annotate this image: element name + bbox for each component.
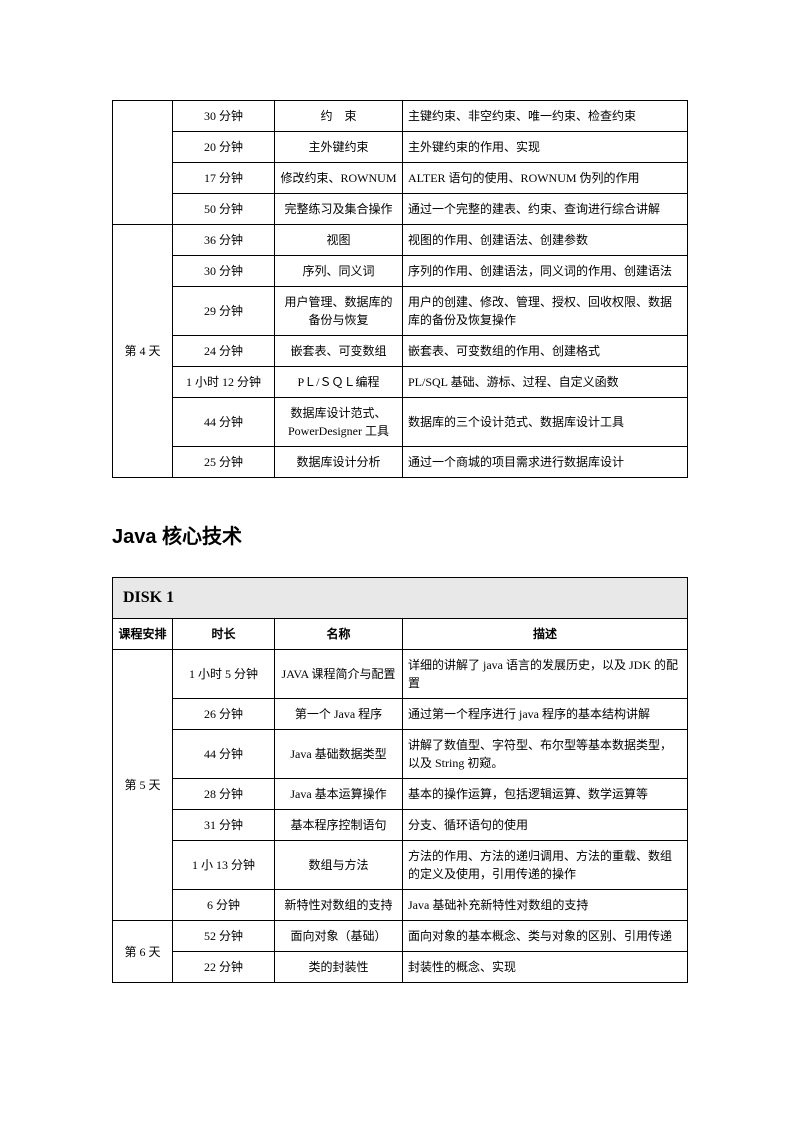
day-cell: 第 6 天 [113, 921, 173, 983]
duration-cell: 44 分钟 [173, 730, 275, 779]
name-cell: 面向对象（基础） [275, 921, 403, 952]
header-duration: 时长 [173, 619, 275, 650]
duration-cell: 17 分钟 [173, 163, 275, 194]
header-schedule: 课程安排 [113, 619, 173, 650]
table-row: 20 分钟 主外键约束 主外键约束的作用、实现 [113, 132, 688, 163]
table-row: 1 小时 12 分钟 PＬ/ＳＱＬ编程 PL/SQL 基础、游标、过程、自定义函… [113, 367, 688, 398]
desc-cell: 嵌套表、可变数组的作用、创建格式 [403, 336, 688, 367]
duration-cell: 28 分钟 [173, 779, 275, 810]
desc-cell: 视图的作用、创建语法、创建参数 [403, 225, 688, 256]
name-cell: 视图 [275, 225, 403, 256]
desc-cell: 用户的创建、修改、管理、授权、回收权限、数据库的备份及恢复操作 [403, 287, 688, 336]
desc-cell: 通过第一个程序进行 java 程序的基本结构讲解 [403, 699, 688, 730]
duration-cell: 25 分钟 [173, 447, 275, 478]
table-row: 1 小 13 分钟 数组与方法 方法的作用、方法的递归调用、方法的重载、数组的定… [113, 841, 688, 890]
name-cell: 第一个 Java 程序 [275, 699, 403, 730]
desc-cell: 通过一个商城的项目需求进行数据库设计 [403, 447, 688, 478]
duration-cell: 30 分钟 [173, 256, 275, 287]
table-row: 第 5 天 1 小时 5 分钟 JAVA 课程简介与配置 详细的讲解了 java… [113, 650, 688, 699]
name-cell: 基本程序控制语句 [275, 810, 403, 841]
desc-cell: 封装性的概念、实现 [403, 952, 688, 983]
desc-cell: Java 基础补充新特性对数组的支持 [403, 890, 688, 921]
table-row: 26 分钟 第一个 Java 程序 通过第一个程序进行 java 程序的基本结构… [113, 699, 688, 730]
duration-cell: 20 分钟 [173, 132, 275, 163]
day-cell [113, 101, 173, 225]
desc-cell: 分支、循环语句的使用 [403, 810, 688, 841]
name-cell: 序列、同义词 [275, 256, 403, 287]
desc-cell: 通过一个完整的建表、约束、查询进行综合讲解 [403, 194, 688, 225]
duration-cell: 30 分钟 [173, 101, 275, 132]
name-cell: 完整练习及集合操作 [275, 194, 403, 225]
table-row: 30 分钟 序列、同义词 序列的作用、创建语法，同义词的作用、创建语法 [113, 256, 688, 287]
table-row: 6 分钟 新特性对数组的支持 Java 基础补充新特性对数组的支持 [113, 890, 688, 921]
table-row: 第 6 天 52 分钟 面向对象（基础） 面向对象的基本概念、类与对象的区别、引… [113, 921, 688, 952]
day-cell: 第 5 天 [113, 650, 173, 921]
table-row: 30 分钟 约 束 主键约束、非空约束、唯一约束、检查约束 [113, 101, 688, 132]
table-row: 17 分钟 修改约束、ROWNUM ALTER 语句的使用、ROWNUM 伪列的… [113, 163, 688, 194]
name-cell: 嵌套表、可变数组 [275, 336, 403, 367]
column-header-row: 课程安排 时长 名称 描述 [113, 619, 688, 650]
name-cell: 用户管理、数据库的备份与恢复 [275, 287, 403, 336]
header-name: 名称 [275, 619, 403, 650]
duration-cell: 22 分钟 [173, 952, 275, 983]
name-cell: Java 基本运算操作 [275, 779, 403, 810]
name-cell: 新特性对数组的支持 [275, 890, 403, 921]
desc-cell: 基本的操作运算，包括逻辑运算、数学运算等 [403, 779, 688, 810]
name-cell: 主外键约束 [275, 132, 403, 163]
name-cell: PＬ/ＳＱＬ编程 [275, 367, 403, 398]
desc-cell: 数据库的三个设计范式、数据库设计工具 [403, 398, 688, 447]
document-page: 30 分钟 约 束 主键约束、非空约束、唯一约束、检查约束 20 分钟 主外键约… [0, 0, 800, 1132]
table-row: 44 分钟 数据库设计范式、PowerDesigner 工具 数据库的三个设计范… [113, 398, 688, 447]
name-cell: 修改约束、ROWNUM [275, 163, 403, 194]
table-row: 25 分钟 数据库设计分析 通过一个商城的项目需求进行数据库设计 [113, 447, 688, 478]
desc-cell: 方法的作用、方法的递归调用、方法的重载、数组的定义及使用，引用传递的操作 [403, 841, 688, 890]
table-row: 31 分钟 基本程序控制语句 分支、循环语句的使用 [113, 810, 688, 841]
name-cell: 数组与方法 [275, 841, 403, 890]
name-cell: 类的封装性 [275, 952, 403, 983]
name-cell: JAVA 课程简介与配置 [275, 650, 403, 699]
desc-cell: PL/SQL 基础、游标、过程、自定义函数 [403, 367, 688, 398]
duration-cell: 1 小 13 分钟 [173, 841, 275, 890]
duration-cell: 1 小时 5 分钟 [173, 650, 275, 699]
name-cell: 数据库设计范式、PowerDesigner 工具 [275, 398, 403, 447]
table-row: 44 分钟 Java 基础数据类型 讲解了数值型、字符型、布尔型等基本数据类型，… [113, 730, 688, 779]
name-cell: 数据库设计分析 [275, 447, 403, 478]
day-cell: 第 4 天 [113, 225, 173, 478]
disk-title: DISK 1 [113, 578, 688, 619]
desc-cell: 序列的作用、创建语法，同义词的作用、创建语法 [403, 256, 688, 287]
duration-cell: 36 分钟 [173, 225, 275, 256]
course-table-2: DISK 1 课程安排 时长 名称 描述 第 5 天 1 小时 5 分钟 JAV… [112, 577, 688, 983]
duration-cell: 31 分钟 [173, 810, 275, 841]
desc-cell: 讲解了数值型、字符型、布尔型等基本数据类型，以及 String 初窥。 [403, 730, 688, 779]
table-row: 28 分钟 Java 基本运算操作 基本的操作运算，包括逻辑运算、数学运算等 [113, 779, 688, 810]
duration-cell: 50 分钟 [173, 194, 275, 225]
course-table-1: 30 分钟 约 束 主键约束、非空约束、唯一约束、检查约束 20 分钟 主外键约… [112, 100, 688, 478]
duration-cell: 24 分钟 [173, 336, 275, 367]
disk-header-row: DISK 1 [113, 578, 688, 619]
name-cell: Java 基础数据类型 [275, 730, 403, 779]
section-title: Java 核心技术 [112, 520, 688, 549]
table-row: 第 4 天 36 分钟 视图 视图的作用、创建语法、创建参数 [113, 225, 688, 256]
desc-cell: 详细的讲解了 java 语言的发展历史，以及 JDK 的配置 [403, 650, 688, 699]
duration-cell: 6 分钟 [173, 890, 275, 921]
name-cell: 约 束 [275, 101, 403, 132]
table-row: 29 分钟 用户管理、数据库的备份与恢复 用户的创建、修改、管理、授权、回收权限… [113, 287, 688, 336]
duration-cell: 26 分钟 [173, 699, 275, 730]
desc-cell: 主键约束、非空约束、唯一约束、检查约束 [403, 101, 688, 132]
header-desc: 描述 [403, 619, 688, 650]
desc-cell: 主外键约束的作用、实现 [403, 132, 688, 163]
duration-cell: 44 分钟 [173, 398, 275, 447]
table-row: 22 分钟 类的封装性 封装性的概念、实现 [113, 952, 688, 983]
table-row: 50 分钟 完整练习及集合操作 通过一个完整的建表、约束、查询进行综合讲解 [113, 194, 688, 225]
desc-cell: 面向对象的基本概念、类与对象的区别、引用传递 [403, 921, 688, 952]
duration-cell: 1 小时 12 分钟 [173, 367, 275, 398]
duration-cell: 52 分钟 [173, 921, 275, 952]
duration-cell: 29 分钟 [173, 287, 275, 336]
desc-cell: ALTER 语句的使用、ROWNUM 伪列的作用 [403, 163, 688, 194]
table-row: 24 分钟 嵌套表、可变数组 嵌套表、可变数组的作用、创建格式 [113, 336, 688, 367]
